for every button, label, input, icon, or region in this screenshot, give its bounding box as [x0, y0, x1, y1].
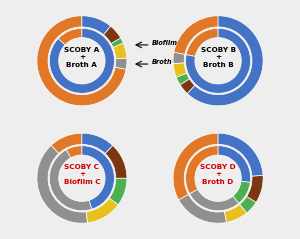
Wedge shape — [51, 133, 82, 153]
Wedge shape — [111, 38, 123, 47]
Wedge shape — [86, 198, 118, 223]
Wedge shape — [186, 28, 218, 56]
Wedge shape — [218, 133, 263, 176]
Wedge shape — [82, 133, 113, 153]
Wedge shape — [115, 58, 127, 69]
Wedge shape — [105, 145, 127, 178]
Text: SCOBY A
+
Broth A: SCOBY A + Broth A — [64, 47, 100, 68]
Wedge shape — [233, 181, 250, 203]
Text: SCOBY C
+
Biofilm C: SCOBY C + Biofilm C — [64, 164, 100, 185]
Wedge shape — [50, 28, 114, 93]
Wedge shape — [109, 178, 127, 205]
Wedge shape — [82, 16, 111, 35]
Wedge shape — [173, 133, 218, 200]
Text: Biofilm: Biofilm — [152, 40, 178, 46]
Wedge shape — [224, 204, 247, 223]
Wedge shape — [218, 146, 250, 182]
Wedge shape — [176, 73, 190, 85]
Text: Broth: Broth — [152, 59, 173, 65]
Wedge shape — [50, 150, 92, 211]
Wedge shape — [66, 146, 82, 158]
Wedge shape — [179, 195, 226, 223]
Wedge shape — [58, 28, 82, 45]
Wedge shape — [113, 43, 127, 59]
Text: SCOBY B
+
Broth B: SCOBY B + Broth B — [200, 47, 236, 68]
Wedge shape — [187, 16, 263, 106]
Wedge shape — [180, 79, 195, 94]
Wedge shape — [37, 16, 126, 106]
Wedge shape — [82, 146, 114, 209]
Wedge shape — [240, 196, 256, 213]
Wedge shape — [174, 16, 218, 54]
Wedge shape — [190, 189, 239, 211]
Wedge shape — [247, 175, 263, 202]
Wedge shape — [186, 146, 218, 194]
Wedge shape — [186, 28, 250, 93]
Wedge shape — [103, 26, 121, 43]
Text: SCOBY D
+
Broth D: SCOBY D + Broth D — [200, 164, 236, 185]
Wedge shape — [37, 145, 88, 223]
Wedge shape — [173, 52, 185, 64]
Wedge shape — [173, 63, 187, 77]
